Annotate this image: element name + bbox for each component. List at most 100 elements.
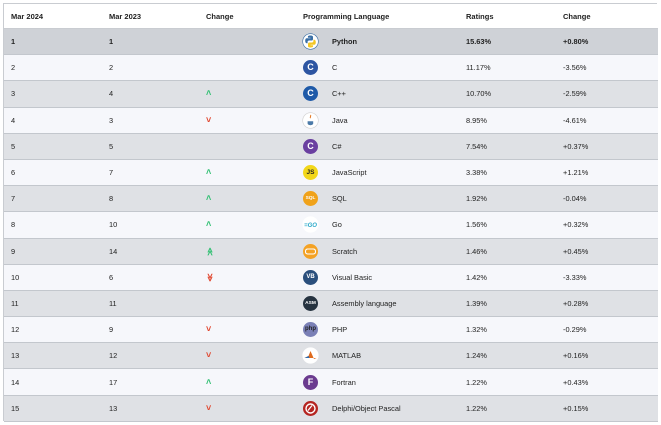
rank-2024-cell: 6 (4, 159, 102, 187)
table-row: 3 4 ˄ C C++ 10.70% -2.59% (4, 80, 658, 108)
rank-2023-cell: 1 (102, 28, 199, 56)
rank-change-cell: ≫ (199, 264, 296, 291)
header-mar-2023[interactable]: Mar 2023 (102, 4, 199, 29)
rank-2024-cell: 4 (4, 107, 102, 134)
ranking-table: Mar 2024 Mar 2023 Change Programming Lan… (4, 4, 658, 422)
rating-cell: 1.22% (459, 368, 556, 396)
header-ratings[interactable]: Ratings (459, 4, 556, 29)
rating-change-cell: -4.61% (556, 107, 658, 134)
rank-change-cell: ˅ (199, 107, 296, 134)
rank-2023-cell: 17 (102, 368, 199, 396)
sql-icon: SQL (303, 191, 318, 207)
rank-change-cell (199, 54, 296, 82)
csharp-icon: C (303, 138, 318, 154)
rating-cell: 15.63% (459, 28, 556, 56)
language-name: C (332, 63, 338, 73)
scratch-icon (303, 243, 318, 259)
java-icon (303, 112, 318, 128)
rating-change-cell: -2.59% (556, 80, 658, 108)
language-name: JavaScript (332, 168, 367, 178)
arrow-down-icon: ˅ (206, 402, 212, 413)
arrow-up-icon: ˄ (206, 88, 212, 99)
arrow-up-icon: ˄ (206, 193, 212, 204)
rating-cell: 10.70% (459, 80, 556, 108)
table-row: 10 6 ≫ VB Visual Basic 1.42% -3.33% (4, 264, 658, 291)
rating-change-cell: +0.43% (556, 368, 658, 396)
header-ratings-change[interactable]: Change (556, 4, 658, 29)
cpp-icon: C (303, 86, 318, 102)
rank-2024-cell: 9 (4, 238, 102, 265)
assembly-icon: ASM (303, 295, 318, 311)
language-cell: F Fortran (296, 368, 459, 396)
rank-2024-cell: 14 (4, 368, 102, 396)
go-icon: =GO (303, 217, 318, 233)
rank-2023-cell: 10 (102, 211, 199, 239)
rank-2024-cell: 5 (4, 133, 102, 160)
rank-change-cell: ˄ (199, 159, 296, 187)
arrow-up-icon: ˄ (206, 376, 212, 387)
ranking-table-container: Mar 2024 Mar 2023 Change Programming Lan… (3, 3, 658, 422)
rating-change-cell: +0.32% (556, 211, 658, 239)
rating-cell: 1.46% (459, 238, 556, 265)
rank-change-cell: ˄ (199, 211, 296, 239)
language-name: Visual Basic (332, 272, 373, 282)
rank-change-cell: ˄ (199, 368, 296, 396)
table-row: 7 8 ˄ SQL SQL 1.92% -0.04% (4, 185, 658, 213)
rating-change-cell: -3.56% (556, 54, 658, 82)
rank-change-cell: ˅ (199, 395, 296, 422)
rank-2023-cell: 6 (102, 264, 199, 291)
table-row: 8 10 ˄ =GO Go 1.56% +0.32% (4, 211, 658, 239)
rank-2023-cell: 9 (102, 316, 199, 344)
rating-cell: 1.42% (459, 264, 556, 291)
language-name: SQL (332, 194, 347, 204)
rating-cell: 1.39% (459, 290, 556, 318)
rank-2024-cell: 7 (4, 185, 102, 213)
rank-2023-cell: 5 (102, 133, 199, 160)
rank-2023-cell: 8 (102, 185, 199, 213)
rank-2024-cell: 13 (4, 342, 102, 370)
rank-2023-cell: 14 (102, 238, 199, 265)
language-name: C# (332, 141, 342, 151)
table-row: 14 17 ˄ F Fortran 1.22% +0.43% (4, 368, 658, 396)
language-cell: Python (296, 28, 459, 56)
header-programming-language[interactable]: Programming Language (296, 4, 459, 29)
rank-change-cell (199, 290, 296, 318)
header-rank-change[interactable]: Change (199, 4, 296, 29)
rank-2024-cell: 15 (4, 395, 102, 422)
table-row: 9 14 ≪ Scratch 1.46% +0.45% (4, 238, 658, 265)
header-mar-2024[interactable]: Mar 2024 (4, 4, 102, 29)
table-row: 4 3 ˅ Java 8.95% -4.61% (4, 107, 658, 134)
rating-cell: 1.56% (459, 211, 556, 239)
python-icon (303, 34, 318, 50)
rank-change-cell: ˄ (199, 185, 296, 213)
double-arrow-down-icon: ≫ (205, 273, 215, 282)
double-arrow-up-icon: ≪ (205, 246, 215, 256)
rank-2023-cell: 7 (102, 159, 199, 187)
rank-change-cell: ˅ (199, 342, 296, 370)
rank-change-cell (199, 28, 296, 56)
rank-change-cell: ˅ (199, 316, 296, 344)
language-cell: php PHP (296, 316, 459, 344)
rank-2024-cell: 10 (4, 264, 102, 291)
table-row: 5 5 C C# 7.54% +0.37% (4, 133, 658, 160)
language-cell: Java (296, 107, 459, 134)
svg-text:=GO: =GO (304, 223, 317, 229)
language-cell: JS JavaScript (296, 159, 459, 187)
rating-cell: 1.22% (459, 395, 556, 422)
arrow-down-icon: ˅ (206, 324, 212, 335)
rating-cell: 1.24% (459, 342, 556, 370)
rank-2024-cell: 3 (4, 80, 102, 108)
language-name: MATLAB (332, 351, 362, 361)
rank-change-cell: ≪ (199, 238, 296, 265)
language-cell: ASM Assembly language (296, 290, 459, 318)
rating-change-cell: -0.04% (556, 185, 658, 213)
rank-2023-cell: 11 (102, 290, 199, 318)
table-row: 13 12 ˅ MATLAB 1.24% +0.16% (4, 342, 658, 370)
language-cell: C C++ (296, 80, 459, 108)
rating-change-cell: +0.45% (556, 238, 658, 265)
rating-cell: 3.38% (459, 159, 556, 187)
rank-2023-cell: 2 (102, 54, 199, 82)
language-name: Fortran (332, 377, 356, 387)
fortran-icon: F (303, 374, 318, 390)
